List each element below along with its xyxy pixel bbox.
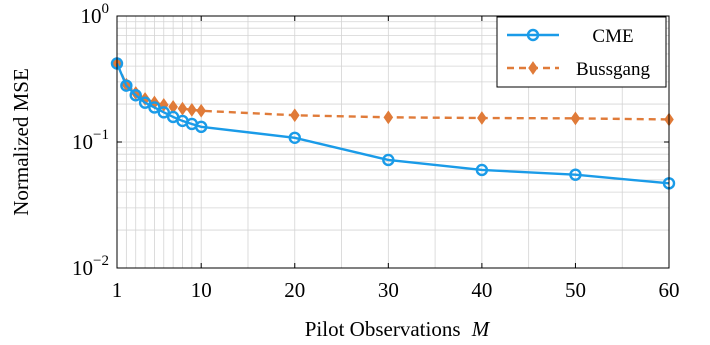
x-axis-label: Pilot Observations M (305, 317, 491, 341)
legend-marker (526, 28, 540, 42)
data-point-cme (288, 131, 301, 144)
data-point-cme (129, 89, 142, 102)
x-tick-label: 1 (112, 278, 123, 302)
data-point-cme (475, 163, 489, 177)
data-point-bussgang (187, 102, 197, 117)
legend: CME Bussgang (496, 16, 667, 88)
series-layer (110, 56, 676, 190)
data-point-bussgang (383, 110, 394, 125)
data-point-cme (148, 101, 161, 114)
y-tick-label: 100 (81, 1, 110, 28)
legend-label: Bussgang (576, 59, 650, 80)
data-point-bussgang (289, 108, 300, 123)
data-point-bussgang (196, 103, 207, 118)
data-point-cme (157, 106, 170, 119)
data-point-bussgang (477, 111, 487, 125)
data-point-bussgang (177, 101, 188, 116)
ticks (116, 15, 670, 269)
data-point-cme (382, 153, 395, 167)
x-tick-label: 20 (284, 278, 305, 302)
legend-marker (528, 61, 538, 75)
data-point-cme (569, 168, 582, 181)
x-tick-label: 60 (659, 278, 680, 302)
data-point-cme (120, 79, 133, 92)
data-point-cme (195, 120, 208, 134)
data-point-bussgang (570, 111, 581, 126)
legend-item-cme: CME (507, 26, 634, 47)
x-tick-label: 30 (378, 278, 399, 302)
series-line-cme (115, 63, 670, 185)
y-axis-label: Normalized MSE (9, 68, 33, 216)
tick-labels: 1 10 20 30 40 50 60 100 10−1 10−2 (72, 1, 679, 302)
legend-label: CME (592, 26, 633, 47)
y-tick-label: 10−1 (72, 127, 109, 154)
x-tick-label: 40 (471, 278, 492, 302)
x-tick-label: 10 (191, 278, 212, 302)
legend-item-bussgang: Bussgang (507, 59, 650, 80)
legend-box (496, 16, 667, 88)
y-tick-label: 10−2 (72, 253, 109, 280)
x-tick-label: 50 (565, 278, 586, 302)
data-point-cme (138, 96, 152, 109)
